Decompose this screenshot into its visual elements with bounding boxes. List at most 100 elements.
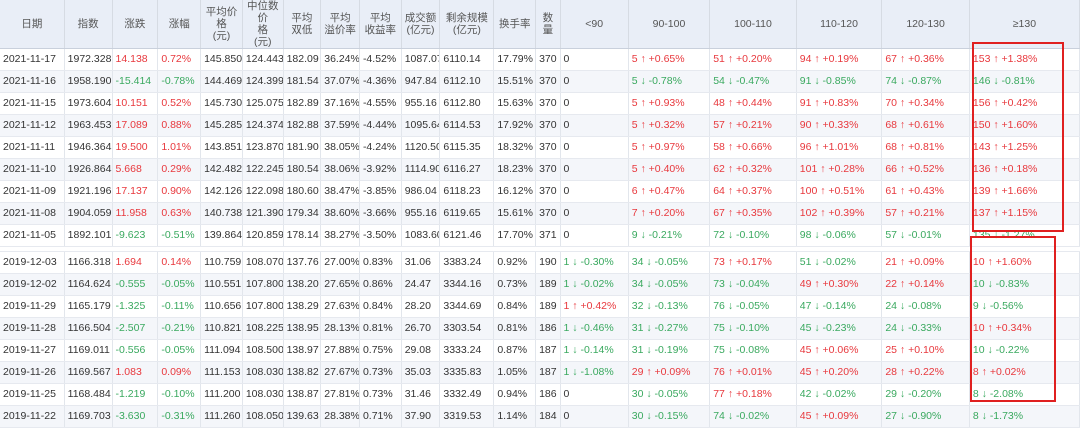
table-cell: 38.05% (320, 136, 360, 159)
column-header[interactable]: 剩余规模 (亿元) (439, 0, 495, 49)
table-cell: 26.70 (401, 317, 441, 340)
table-row[interactable]: 2021-11-05 1892.101 -9.623 -0.51% 139.864 120… (0, 224, 1080, 247)
table-cell: -0.05% (157, 273, 202, 296)
table-row[interactable]: 2019-11-28 1166.504 -2.507 -0.21% 110.821 108… (0, 317, 1080, 340)
table-row[interactable]: 2019-11-25 1168.484 -1.219 -0.10% 111.200 108… (0, 383, 1080, 406)
table-row[interactable]: 2021-11-10 1926.864 5.668 0.29% 142.482 122.2… (0, 158, 1080, 181)
column-header[interactable]: 平均 溢价率 (320, 0, 360, 49)
table-cell: 94 ↑ +0.19% (796, 48, 883, 71)
table-cell: 1.14% (493, 405, 537, 428)
column-header[interactable]: 涨幅 (157, 0, 202, 49)
table-cell: 108.050 (242, 405, 284, 428)
table-cell: -4.24% (359, 136, 402, 159)
table-cell: 184 (535, 405, 561, 428)
table-row[interactable]: 2019-12-02 1164.624 -0.555 -0.05% 110.551 107… (0, 273, 1080, 296)
table-cell: -4.55% (359, 92, 402, 115)
table-cell: 27.63% (320, 295, 360, 318)
table-cell: 0.83% (359, 251, 402, 274)
table-cell: 1972.328 (64, 48, 113, 71)
table-cell: 74 ↓ -0.02% (709, 405, 797, 428)
table-cell: 2021-11-15 (0, 92, 65, 115)
table-cell: 0.73% (359, 361, 402, 384)
table-cell: 1946.364 (64, 136, 113, 159)
table-row[interactable]: 2021-11-15 1973.604 10.151 0.52% 145.730 125.… (0, 92, 1080, 115)
table-cell: 181.54 (283, 70, 322, 93)
table-cell: 0 (560, 202, 629, 225)
table-cell: 3383.24 (439, 251, 495, 274)
table-cell: -0.21% (157, 317, 202, 340)
table-cell: -0.78% (157, 70, 202, 93)
table-cell: 1169.567 (64, 361, 113, 384)
column-header[interactable]: 平均 双低 (283, 0, 322, 49)
table-cell: 370 (535, 158, 561, 181)
table-cell: 31.06 (401, 251, 441, 274)
table-cell: 9 ↓ -0.21% (628, 224, 711, 247)
table-cell: 108.500 (242, 339, 284, 362)
table-cell: 29.08 (401, 339, 441, 362)
table-cell: 1 ↓ -0.02% (560, 273, 629, 296)
table-cell: 370 (535, 70, 561, 93)
table-cell: 370 (535, 92, 561, 115)
column-header[interactable]: 数量 (535, 0, 561, 49)
table-row[interactable]: 2021-11-17 1972.328 14.138 0.72% 145.850 124.… (0, 48, 1080, 71)
column-header[interactable]: 换手率 (493, 0, 537, 49)
column-header[interactable]: 成交额 (亿元) (401, 0, 441, 49)
column-header[interactable]: 平均 收益率 (359, 0, 402, 49)
table-cell: 2019-11-22 (0, 405, 65, 428)
table-cell: 5 ↑ +0.65% (628, 48, 711, 71)
table-cell: 6112.10 (439, 70, 495, 93)
table-row[interactable]: 2019-11-29 1165.179 -1.325 -0.11% 110.656 107… (0, 295, 1080, 318)
table-cell: 72 ↓ -0.10% (709, 224, 797, 247)
table-cell: 35.03 (401, 361, 441, 384)
table-cell: 0.09% (157, 361, 202, 384)
column-header[interactable]: 指数 (64, 0, 113, 49)
table-cell: 136 ↑ +0.18% (969, 158, 1080, 181)
column-header[interactable]: ≥130 (969, 0, 1080, 49)
column-header[interactable]: 120-130 (881, 0, 970, 49)
table-row[interactable]: 2021-11-12 1963.453 17.089 0.88% 145.285 124.… (0, 114, 1080, 137)
table-row[interactable]: 2021-11-11 1946.364 19.500 1.01% 143.851 123.… (0, 136, 1080, 159)
table-cell: 68 ↑ +0.81% (881, 136, 970, 159)
column-header[interactable]: 涨跌 (112, 0, 159, 49)
column-header[interactable]: 110-120 (796, 0, 883, 49)
table-cell: 182.89 (283, 92, 322, 115)
table-cell: 986.04 (401, 180, 441, 203)
table-row[interactable]: 2019-11-26 1169.567 1.083 0.09% 111.153 108.0… (0, 361, 1080, 384)
column-header[interactable]: 90-100 (628, 0, 711, 49)
table-row[interactable]: 2021-11-08 1904.059 11.958 0.63% 140.738 121.… (0, 202, 1080, 225)
table-row[interactable]: 2019-12-03 1166.318 1.694 0.14% 110.759 108.0… (0, 251, 1080, 274)
table-cell: 370 (535, 180, 561, 203)
column-header[interactable]: 平均价格 (元) (200, 0, 243, 49)
table-row[interactable]: 2019-11-27 1169.011 -0.556 -0.05% 111.094 108… (0, 339, 1080, 362)
table-cell: 57 ↑ +0.21% (709, 114, 797, 137)
table-row[interactable]: 2019-11-22 1169.703 -3.630 -0.31% 111.260 108… (0, 405, 1080, 428)
table-cell: 124.374 (242, 114, 284, 137)
table-cell: 0.84% (359, 295, 402, 318)
column-header[interactable]: <90 (560, 0, 629, 49)
table-row[interactable]: 2021-11-09 1921.196 17.137 0.90% 142.126 122.… (0, 180, 1080, 203)
column-header[interactable]: 100-110 (709, 0, 797, 49)
table-cell: 0 (560, 383, 629, 406)
table-cell: 0.14% (157, 251, 202, 274)
table-cell: 190 (535, 251, 561, 274)
table-cell: 0.75% (359, 339, 402, 362)
table-cell: 2019-11-25 (0, 383, 65, 406)
table-cell: 138.20 (283, 273, 322, 296)
table-cell: 108.225 (242, 317, 284, 340)
table-cell: 1 ↓ -0.46% (560, 317, 629, 340)
table-cell: 5 ↑ +0.32% (628, 114, 711, 137)
column-header[interactable]: 日期 (0, 0, 65, 49)
table-cell: 0.73% (359, 383, 402, 406)
table-cell: 189 (535, 295, 561, 318)
table-row[interactable]: 2021-11-16 1958.190 -15.414 -0.78% 144.469 12… (0, 70, 1080, 93)
table-cell: 122.098 (242, 180, 284, 203)
table-cell: 10.151 (112, 92, 159, 115)
table-cell: 181.90 (283, 136, 322, 159)
table-cell: 6110.14 (439, 48, 495, 71)
table-cell: 111.153 (200, 361, 243, 384)
table-cell: 3333.24 (439, 339, 495, 362)
table-cell: 2019-11-28 (0, 317, 65, 340)
table-cell: 6121.46 (439, 224, 495, 247)
column-header[interactable]: 中位数价格 (元) (242, 0, 284, 49)
table-cell: 180.60 (283, 180, 322, 203)
